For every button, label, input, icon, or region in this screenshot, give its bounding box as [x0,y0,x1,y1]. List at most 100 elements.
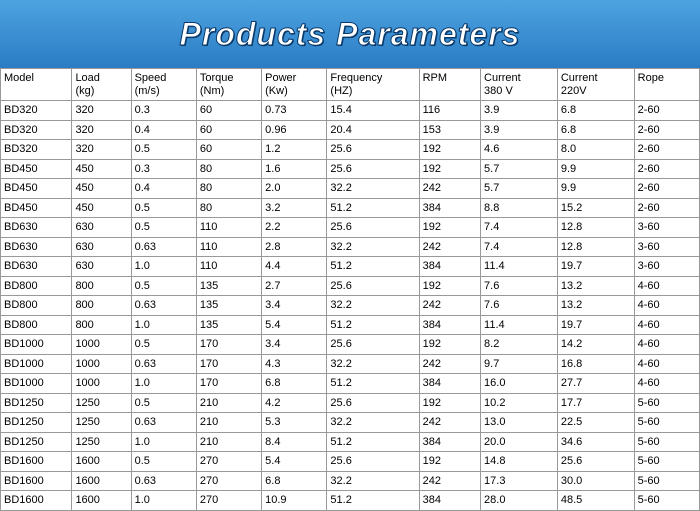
cell: 116 [419,101,480,121]
col-header-line1: Load [75,72,99,84]
col-header-line1: Current [484,72,521,84]
cell: 2.0 [262,179,327,199]
cell: 5-60 [634,491,699,511]
cell: 192 [419,140,480,160]
cell: 170 [196,335,261,355]
cell: 0.4 [131,179,196,199]
cell: 32.2 [327,296,419,316]
cell: 5-60 [634,452,699,472]
cell: 7.6 [481,296,558,316]
cell: 25.6 [327,335,419,355]
cell: 9.7 [481,354,558,374]
cell: 0.63 [131,237,196,257]
cell: BD1000 [1,335,72,355]
cell: 5-60 [634,432,699,452]
cell: 242 [419,296,480,316]
cell: 80 [196,198,261,218]
cell: 30.0 [557,471,634,491]
cell: 10.9 [262,491,327,511]
cell: 32.2 [327,237,419,257]
cell: 10.2 [481,393,558,413]
cell: 4-60 [634,354,699,374]
cell: 1.0 [131,432,196,452]
table-row: BD6306300.631102.832.22427.412.83-60 [1,237,700,257]
cell: 450 [72,159,131,179]
cell: 5-60 [634,393,699,413]
cell: 5.7 [481,159,558,179]
cell: 0.5 [131,335,196,355]
parameters-table-wrap: ModelLoad(kg)Speed(m/s)Torque(Nm)Power(K… [0,68,700,511]
cell: 48.5 [557,491,634,511]
col-header-line1: Speed [135,72,167,84]
cell: 17.7 [557,393,634,413]
cell: 192 [419,218,480,238]
table-row: BD125012500.52104.225.619210.217.75-60 [1,393,700,413]
cell: 2-60 [634,198,699,218]
cell: 32.2 [327,413,419,433]
table-row: BD3203200.4600.9620.41533.96.82-60 [1,120,700,140]
cell: 242 [419,354,480,374]
cell: 153 [419,120,480,140]
cell: BD450 [1,159,72,179]
cell: 242 [419,179,480,199]
cell: 0.63 [131,296,196,316]
table-row: BD160016000.632706.832.224217.330.05-60 [1,471,700,491]
table-row: BD6306300.51102.225.61927.412.83-60 [1,218,700,238]
cell: BD630 [1,257,72,277]
cell: 4-60 [634,315,699,335]
col-header-4: Power(Kw) [262,69,327,101]
cell: 170 [196,354,261,374]
col-header-line1: Torque [200,72,234,84]
cell: 192 [419,335,480,355]
cell: 0.96 [262,120,327,140]
cell: 8.0 [557,140,634,160]
cell: 17.3 [481,471,558,491]
cell: 51.2 [327,198,419,218]
cell: 2.8 [262,237,327,257]
cell: 2-60 [634,101,699,121]
cell: 5.3 [262,413,327,433]
cell: 384 [419,315,480,335]
cell: 8.8 [481,198,558,218]
cell: 16.0 [481,374,558,394]
cell: 270 [196,452,261,472]
cell: 0.5 [131,218,196,238]
col-header-line2: (Nm) [200,85,224,97]
cell: 51.2 [327,374,419,394]
cell: 60 [196,120,261,140]
table-row: BD4504500.5803.251.23848.815.22-60 [1,198,700,218]
cell: 320 [72,101,131,121]
cell: 32.2 [327,354,419,374]
cell: 5.4 [262,315,327,335]
cell: 5.7 [481,179,558,199]
cell: BD800 [1,296,72,316]
cell: 135 [196,276,261,296]
table-row: BD6306301.01104.451.238411.419.73-60 [1,257,700,277]
cell: 5-60 [634,413,699,433]
col-header-8: Current220V [557,69,634,101]
cell: 11.4 [481,257,558,277]
table-row: BD4504500.4802.032.22425.79.92-60 [1,179,700,199]
cell: 28.0 [481,491,558,511]
cell: 3-60 [634,218,699,238]
col-header-2: Speed(m/s) [131,69,196,101]
cell: 19.7 [557,315,634,335]
cell: 110 [196,237,261,257]
cell: 0.3 [131,159,196,179]
cell: 0.5 [131,198,196,218]
col-header-line2: 380 V [484,85,513,97]
cell: BD320 [1,120,72,140]
cell: 25.6 [327,140,419,160]
cell: 384 [419,432,480,452]
cell: 1600 [72,471,131,491]
cell: 51.2 [327,491,419,511]
cell: BD630 [1,218,72,238]
cell: 51.2 [327,257,419,277]
cell: 270 [196,491,261,511]
cell: BD1000 [1,354,72,374]
cell: 4-60 [634,335,699,355]
page-title: Products Parameters [180,16,521,53]
table-row: BD100010000.51703.425.61928.214.24-60 [1,335,700,355]
cell: 3-60 [634,257,699,277]
parameters-table: ModelLoad(kg)Speed(m/s)Torque(Nm)Power(K… [0,68,700,511]
